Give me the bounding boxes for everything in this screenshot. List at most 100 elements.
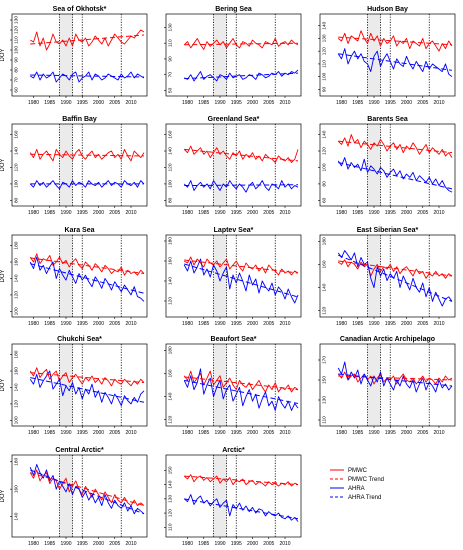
trend-line-pmwc-trend xyxy=(30,34,145,45)
trend-line-ahra-trend xyxy=(338,373,453,387)
shaded-band xyxy=(213,14,227,96)
trend-line-pmwc-trend xyxy=(338,260,453,277)
y-tick-label: 60 xyxy=(13,87,19,93)
x-tick-label: 1995 xyxy=(77,100,88,106)
y-tick-label: 180 xyxy=(167,237,173,245)
shaded-band xyxy=(367,124,381,206)
y-tick-label: 70 xyxy=(167,72,173,78)
panel-frame xyxy=(11,13,148,97)
x-tick-label: 2000 xyxy=(401,100,412,106)
x-tick-label: 2010 xyxy=(279,430,290,436)
x-tick-label: 1990 xyxy=(214,430,225,436)
x-tick-label: 1980 xyxy=(336,430,347,436)
y-tick-label: 180 xyxy=(13,241,19,249)
trend-line-pmwc-trend xyxy=(338,36,453,46)
x-tick-label: 1980 xyxy=(28,210,39,216)
x-tick-label: 1980 xyxy=(28,321,39,327)
x-tick-label: 1995 xyxy=(77,321,88,327)
y-tick-label: 140 xyxy=(13,383,19,391)
y-tick-label: 140 xyxy=(321,21,327,29)
y-tick-label: 120 xyxy=(13,163,19,171)
x-tick-label: 2000 xyxy=(93,541,104,547)
y-tick-label: 100 xyxy=(13,416,19,424)
series-line-pmwc xyxy=(30,29,145,51)
y-tick-label: 140 xyxy=(321,283,327,291)
trend-line-pmwc-trend xyxy=(338,375,453,381)
y-tick-label: 160 xyxy=(167,130,173,138)
chart-title: Canadian Arctic Archipelago xyxy=(340,336,435,343)
trend-line-ahra-trend xyxy=(184,184,299,187)
chart-panel-8: East Siberian Sea* 120 140 160 180 1980 1985 19… xyxy=(318,227,456,327)
x-tick-label: 2005 xyxy=(263,541,274,547)
chart-title: Central Arctic* xyxy=(55,447,104,454)
chart-title: Barents Sea xyxy=(367,116,408,123)
x-tick-label: 1980 xyxy=(336,210,347,216)
chart-panel-0: Sea of Okhotsk* DOY 60 70 80 90 100 110 120 130 19… xyxy=(0,6,148,106)
y-tick-label: 90 xyxy=(321,86,327,92)
panel-frame xyxy=(319,343,456,427)
y-tick-label: 110 xyxy=(167,39,173,47)
x-tick-label: 1995 xyxy=(385,321,396,327)
x-tick-label: 1995 xyxy=(385,100,396,106)
y-tick-label: 120 xyxy=(321,306,327,314)
trend-line-ahra-trend xyxy=(338,254,453,302)
x-tick-label: 2005 xyxy=(109,430,120,436)
panel-frame xyxy=(165,454,302,538)
chart-panel-3: Baffin Bay DOY 80 100 120 140 160 1980 1985 1990 1… xyxy=(0,116,148,216)
y-tick-label: 110 xyxy=(167,523,173,531)
legend-label: PMWC xyxy=(348,468,368,474)
x-tick-label: 2005 xyxy=(263,100,274,106)
x-tick-label: 1995 xyxy=(77,210,88,216)
chart-title: Sea of Okhotsk* xyxy=(53,6,107,13)
x-tick-label: 2000 xyxy=(93,210,104,216)
x-tick-label: 2000 xyxy=(93,100,104,106)
y-tick-label: 100 xyxy=(321,72,327,80)
chart-title: Arctic* xyxy=(222,447,245,454)
x-tick-label: 1990 xyxy=(214,321,225,327)
chart-panel-7: Laptev Sea* 120 140 160 180 1980 1985 1990 1995 2… xyxy=(164,227,302,327)
x-tick-label: 1980 xyxy=(28,430,39,436)
shaded-band xyxy=(59,235,73,317)
y-tick-label: 120 xyxy=(167,163,173,171)
y-tick-label: 80 xyxy=(167,197,173,203)
series-line-pmwc xyxy=(29,367,145,387)
trend-line-ahra-trend xyxy=(30,263,145,294)
x-tick-label: 2005 xyxy=(109,210,120,216)
series-line-ahra xyxy=(337,48,453,78)
y-tick-label: 130 xyxy=(321,396,327,404)
x-tick-label: 2005 xyxy=(109,100,120,106)
x-tick-label: 2010 xyxy=(125,541,136,547)
x-tick-label: 2005 xyxy=(263,321,274,327)
shaded-band xyxy=(213,455,227,537)
x-tick-label: 1985 xyxy=(198,100,209,106)
x-tick-label: 2010 xyxy=(125,321,136,327)
chart-title: Laptev Sea* xyxy=(214,227,254,234)
x-tick-label: 1990 xyxy=(368,100,379,106)
x-tick-label: 1990 xyxy=(60,430,71,436)
panel-frame xyxy=(11,234,148,318)
y-tick-label: 50 xyxy=(167,87,173,93)
trend-line-ahra-trend xyxy=(184,72,299,80)
x-tick-label: 1985 xyxy=(198,541,209,547)
x-tick-label: 1995 xyxy=(385,430,396,436)
x-tick-label: 1985 xyxy=(352,100,363,106)
trend-line-ahra-trend xyxy=(30,469,145,515)
chart-title: Beaufort Sea* xyxy=(211,336,257,343)
x-tick-label: 2000 xyxy=(401,210,412,216)
shaded-band xyxy=(367,344,381,426)
x-tick-label: 1985 xyxy=(198,210,209,216)
x-tick-label: 1985 xyxy=(352,321,363,327)
y-tick-label: 110 xyxy=(13,36,19,44)
y-tick-label: 100 xyxy=(13,180,19,188)
trend-line-pmwc-trend xyxy=(30,257,145,275)
x-tick-label: 2000 xyxy=(401,321,412,327)
series-line-pmwc xyxy=(337,134,453,158)
y-tick-label: 130 xyxy=(167,23,173,31)
y-tick-label: 90 xyxy=(13,57,19,63)
y-tick-label: 110 xyxy=(321,60,327,68)
x-tick-label: 1990 xyxy=(60,210,71,216)
series-line-pmwc xyxy=(183,370,299,393)
series-line-pmwc xyxy=(337,259,453,279)
y-tick-label: 140 xyxy=(13,512,19,520)
panel-frame xyxy=(11,123,148,207)
